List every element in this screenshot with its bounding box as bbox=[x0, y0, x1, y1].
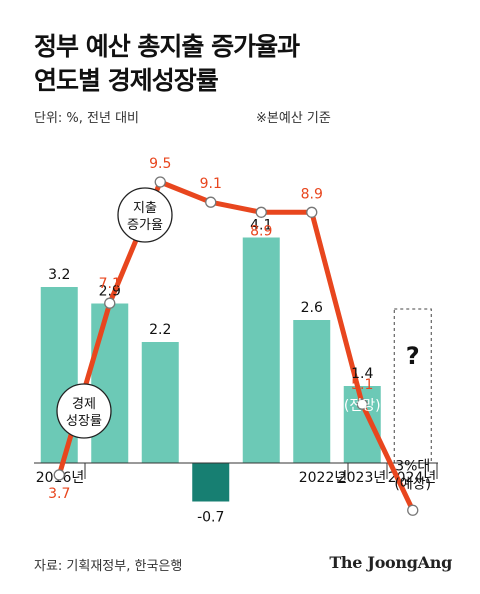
unit-note: 단위: %, 전년 대비 bbox=[34, 111, 140, 126]
spending-point-2021 bbox=[255, 206, 267, 218]
bar-2022 bbox=[293, 320, 331, 463]
spending-2024-expected-tag: (예상) bbox=[394, 476, 431, 492]
bar-2018 bbox=[91, 303, 129, 463]
spending-label-2023: 5.1 bbox=[351, 377, 373, 393]
bar-label-2021: 4.1 bbox=[250, 218, 272, 234]
chart-title: 정부 예산 총지출 증가율과 연도별 경제성장률 bbox=[34, 30, 300, 98]
gdp-bars bbox=[40, 237, 432, 502]
spending-label-2017: 3.7 bbox=[48, 486, 70, 502]
bar-label-2020: -0.7 bbox=[197, 510, 224, 526]
gdp-badge-line-2: 성장률 bbox=[66, 414, 102, 429]
basis-note: ※본예산 기준 bbox=[256, 111, 331, 126]
gdp-badge-circle bbox=[56, 383, 112, 439]
source-note: 자료: 기획재정부, 한국은행 bbox=[34, 559, 183, 574]
bar-label-2022: 2.6 bbox=[301, 300, 323, 316]
spending-point-2020 bbox=[205, 196, 217, 208]
spending-label-2020: 9.1 bbox=[200, 176, 222, 192]
spending-badge-circle bbox=[117, 187, 173, 243]
x-tick-label-2023: 2023년 bbox=[338, 470, 387, 486]
spending-badge-line-2: 증가율 bbox=[127, 218, 163, 233]
gdp-badge: 경제성장률 bbox=[56, 383, 112, 439]
spending-line bbox=[53, 176, 419, 516]
spending-label-2024: 3%대 bbox=[395, 458, 430, 474]
bar-2019 bbox=[141, 342, 179, 463]
spending-point-2019 bbox=[154, 176, 166, 188]
spending-label-2022: 8.9 bbox=[301, 186, 323, 202]
bar-2020 bbox=[192, 463, 230, 502]
x-axis: 2016년2022년2023년2024년 bbox=[34, 462, 438, 486]
spending-label-2018: 7.1 bbox=[99, 276, 121, 292]
spending-point-2017 bbox=[53, 469, 65, 481]
spending-line-path bbox=[56, 179, 416, 513]
spending-point-2018 bbox=[104, 297, 116, 309]
spending-badge-line-1: 지출 bbox=[133, 201, 157, 216]
spending-label-2019: 9.5 bbox=[149, 156, 171, 172]
bar-2024-placeholder bbox=[393, 308, 432, 464]
bar-label-2017: 3.2 bbox=[48, 267, 70, 283]
gdp-badge-line-1: 경제 bbox=[72, 397, 96, 412]
bar-2021 bbox=[242, 237, 280, 463]
spending-point-2024 bbox=[407, 504, 419, 516]
spending-point-2023 bbox=[356, 398, 368, 410]
data-labels: 3.2 2.9 2.2 -0.7 4.1 2.6 1.4? (전망) 3.7 7.1 9.5 9.1 8… bbox=[48, 156, 431, 526]
bar-label-2018: 2.9 bbox=[99, 284, 121, 300]
title-line-1: 정부 예산 총지출 증가율과 bbox=[34, 32, 300, 61]
bar-label-2024: ? bbox=[406, 342, 420, 370]
x-tick-label-2022: 2022년 bbox=[299, 470, 348, 486]
bar-label-2023: 1.4 bbox=[351, 366, 373, 382]
spending-label-2021: 8.9 bbox=[250, 223, 272, 239]
bar-2023-forecast-tag: (전망) bbox=[344, 398, 381, 414]
title-line-2: 연도별 경제성장률 bbox=[34, 66, 219, 95]
bar-label-2019: 2.2 bbox=[149, 322, 171, 338]
spending-point-2022 bbox=[306, 206, 318, 218]
brand-logo: The JoongAng bbox=[329, 553, 452, 572]
